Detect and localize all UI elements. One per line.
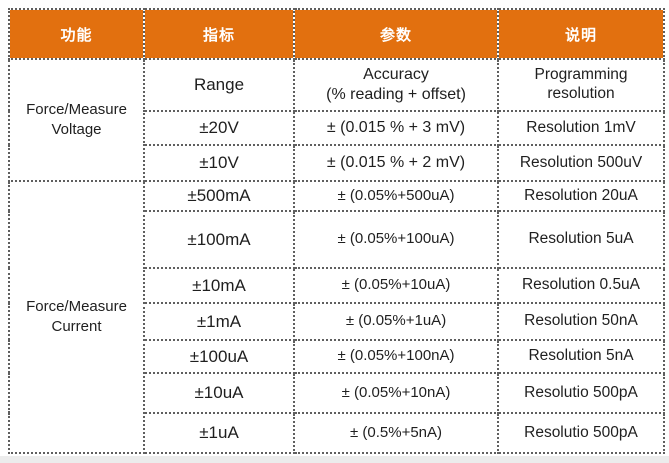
parameter-cell: ± (0.05%+10nA) xyxy=(293,372,499,414)
parameter-cell: ± (0.05%+100nA) xyxy=(293,339,499,374)
parameter-cell: ± (0.015 % + 2 mV) xyxy=(293,144,499,182)
description-cell: Resolution 0.5uA xyxy=(497,267,665,304)
indicator-cell: ±1uA xyxy=(143,412,295,454)
indicator-cell: ±100uA xyxy=(143,339,295,374)
description-cell: Resolution 20uA xyxy=(497,180,665,212)
header-row: 功能 指标 参数 说明 xyxy=(8,8,665,60)
indicator-cell: ±10uA xyxy=(143,372,295,414)
table-row: ±1mA ± (0.05%+1uA) Resolution 50nA xyxy=(9,302,665,341)
header-cell-function: 功能 xyxy=(8,8,145,60)
parameter-cell: ± (0.05%+10uA) xyxy=(293,267,499,304)
table-row: Force/Measure Current ±500mA ± (0.05%+50… xyxy=(8,180,665,454)
spec-table-container: 功能 指标 参数 说明 Force/Measure Voltage Range … xyxy=(8,8,665,454)
description-cell: Resolutio 500pA xyxy=(497,372,665,414)
indicator-cell: ±500mA xyxy=(143,180,295,212)
indicator-cell: ±10mA xyxy=(143,267,295,304)
description-cell: Resolution 500uV xyxy=(497,144,665,182)
description-cell: Resolution 5uA xyxy=(497,210,665,269)
description-cell: Resolution 50nA xyxy=(497,302,665,341)
indicator-cell: ±10V xyxy=(143,144,295,182)
parameter-cell: ± (0.05%+1uA) xyxy=(293,302,499,341)
header-cell-indicator: 指标 xyxy=(143,8,295,60)
indicator-cell: Range xyxy=(143,58,295,112)
table-row: ±100uA ± (0.05%+100nA) Resolution 5nA xyxy=(9,339,665,374)
function-cell-current: Force/Measure Current xyxy=(8,180,145,454)
parameter-cell: ± (0.05%+500uA) xyxy=(293,180,499,212)
table-row: ±10uA ± (0.05%+10nA) Resolutio 500pA xyxy=(9,372,665,414)
table-row: ±10V ± (0.015 % + 2 mV) Resolution 500uV xyxy=(9,144,665,182)
table-row: ±10mA ± (0.05%+10uA) Resolution 0.5uA xyxy=(9,267,665,304)
description-cell: Resolution 1mV xyxy=(497,110,665,146)
indicator-cell: ±1mA xyxy=(143,302,295,341)
page-bottom-strip xyxy=(0,456,669,463)
parameter-cell: ± (0.05%+100uA) xyxy=(293,210,499,269)
description-cell: Programming resolution xyxy=(497,58,665,112)
indicator-cell: ±20V xyxy=(143,110,295,146)
parameter-cell: ± (0.015 % + 3 mV) xyxy=(293,110,499,146)
spec-table: 功能 指标 参数 说明 Force/Measure Voltage Range … xyxy=(8,8,665,454)
parameter-cell: ± (0.5%+5nA) xyxy=(293,412,499,454)
description-cell: Resolution 5nA xyxy=(497,339,665,374)
table-row: Force/Measure Voltage Range Accuracy (% … xyxy=(8,58,665,182)
indicator-cell: ±100mA xyxy=(143,210,295,269)
table-row: ±20V ± (0.015 % + 3 mV) Resolution 1mV xyxy=(9,110,665,146)
table-row: ±100mA ± (0.05%+100uA) Resolution 5uA xyxy=(9,210,665,269)
header-cell-parameter: 参数 xyxy=(293,8,499,60)
table-row: ±1uA ± (0.5%+5nA) Resolutio 500pA xyxy=(9,412,665,454)
function-cell-voltage: Force/Measure Voltage xyxy=(8,58,145,182)
parameter-cell: Accuracy (% reading + offset) xyxy=(293,58,499,112)
description-cell: Resolutio 500pA xyxy=(497,412,665,454)
header-cell-description: 说明 xyxy=(497,8,665,60)
